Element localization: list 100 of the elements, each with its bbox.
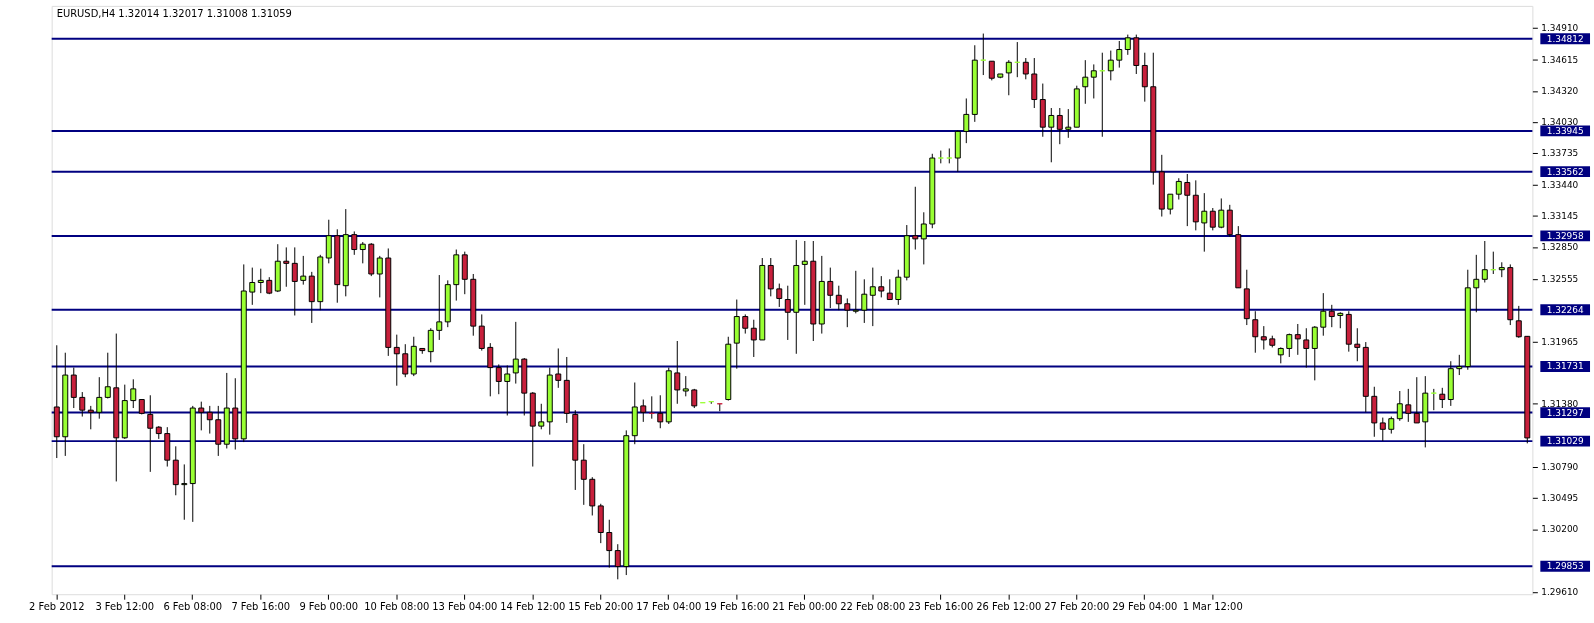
candlestick bbox=[495, 363, 502, 395]
y-tick-label: 1.32850 bbox=[1541, 242, 1579, 253]
candlestick bbox=[1065, 108, 1072, 139]
candlestick bbox=[844, 297, 851, 328]
y-tick-label: 1.30200 bbox=[1541, 524, 1579, 535]
candlestick bbox=[1005, 59, 1012, 96]
candlestick bbox=[538, 403, 545, 430]
candlestick bbox=[1218, 197, 1225, 229]
x-tick-label: 2 Feb 2012 bbox=[29, 600, 85, 612]
candlestick bbox=[1515, 305, 1522, 339]
candlestick bbox=[512, 321, 519, 385]
candlestick bbox=[1107, 50, 1114, 81]
y-tick-label: 1.33440 bbox=[1541, 179, 1579, 190]
x-tick-label: 17 Feb 04:00 bbox=[636, 600, 702, 612]
candlestick bbox=[1294, 323, 1301, 356]
candlestick bbox=[682, 375, 689, 397]
x-tick-label: 26 Feb 12:00 bbox=[976, 600, 1042, 612]
candlestick bbox=[487, 342, 494, 397]
candlestick bbox=[1328, 304, 1335, 328]
candlestick bbox=[1116, 40, 1123, 69]
candlestick bbox=[436, 274, 443, 341]
x-tick-label: 27 Feb 20:00 bbox=[1044, 600, 1110, 612]
candlestick bbox=[87, 405, 94, 430]
candlestick bbox=[827, 267, 834, 309]
candlestick bbox=[886, 278, 893, 301]
candlestick bbox=[504, 364, 511, 416]
candlestick bbox=[351, 230, 358, 256]
candlestick bbox=[1252, 310, 1259, 354]
candlestick bbox=[767, 257, 774, 297]
candlestick bbox=[912, 186, 919, 251]
candlestick bbox=[70, 367, 77, 409]
candlestick bbox=[1082, 59, 1089, 105]
ref-line-label: 1.33562 bbox=[1546, 166, 1584, 177]
ref-line-label: 1.29853 bbox=[1546, 561, 1584, 572]
candlestick bbox=[861, 278, 868, 324]
candlestick bbox=[1141, 52, 1148, 103]
x-tick-label: 22 Feb 08:00 bbox=[840, 600, 906, 612]
candlestick bbox=[1413, 376, 1420, 424]
candlestick bbox=[784, 285, 791, 341]
candlestick bbox=[674, 340, 681, 405]
y-tick-label: 1.34910 bbox=[1541, 23, 1579, 34]
candlestick bbox=[869, 267, 876, 327]
candlestick bbox=[657, 394, 664, 429]
candlestick bbox=[104, 352, 111, 399]
candlestick bbox=[988, 60, 995, 81]
x-tick-label: 7 Feb 16:00 bbox=[231, 600, 291, 612]
x-tick-label: 23 Feb 16:00 bbox=[908, 600, 974, 612]
candlestick bbox=[1473, 254, 1480, 313]
candlestick bbox=[1303, 327, 1310, 369]
candlestick bbox=[478, 313, 485, 352]
candlestick bbox=[1481, 240, 1488, 283]
candlestick bbox=[427, 327, 434, 363]
y-tick-label: 1.30495 bbox=[1541, 492, 1579, 503]
candlestick bbox=[1430, 388, 1437, 411]
candlestick bbox=[801, 240, 808, 306]
candlestick bbox=[1456, 354, 1463, 376]
candlestick bbox=[1022, 57, 1029, 80]
candlestick bbox=[835, 285, 842, 311]
candlestick bbox=[1405, 388, 1412, 423]
candlestick bbox=[1184, 173, 1191, 227]
candlestick bbox=[920, 211, 927, 265]
ref-line-label: 1.33945 bbox=[1546, 125, 1584, 136]
candlestick bbox=[1090, 63, 1097, 99]
y-tick-label: 1.34615 bbox=[1541, 54, 1579, 65]
candlestick bbox=[359, 241, 366, 264]
candlestick bbox=[1167, 193, 1174, 215]
candlestick bbox=[640, 399, 647, 423]
candlestick bbox=[257, 268, 264, 294]
candlestick bbox=[1209, 207, 1216, 231]
candlestick bbox=[895, 269, 902, 306]
ref-line-label: 1.31297 bbox=[1546, 407, 1584, 418]
candlestick bbox=[1439, 387, 1446, 409]
candlestick bbox=[1201, 192, 1208, 253]
y-tick-label: 1.32555 bbox=[1541, 273, 1579, 284]
x-tick-label: 3 Feb 12:00 bbox=[95, 600, 155, 612]
y-tick-label: 1.34320 bbox=[1541, 85, 1579, 96]
candlestick bbox=[147, 394, 154, 473]
x-tick-label: 6 Feb 08:00 bbox=[163, 600, 223, 612]
candlestick bbox=[402, 343, 409, 378]
ref-line-label: 1.31029 bbox=[1546, 436, 1584, 447]
x-tick-label: 10 Feb 08:00 bbox=[364, 600, 430, 612]
candlestick bbox=[580, 443, 587, 506]
y-tick-label: 1.34030 bbox=[1541, 116, 1579, 127]
candlestick bbox=[1124, 34, 1131, 56]
ref-line-label: 1.31731 bbox=[1546, 361, 1584, 372]
candlestick bbox=[249, 267, 256, 306]
candlestick bbox=[750, 319, 757, 358]
x-tick-label: 9 Feb 00:00 bbox=[299, 600, 359, 612]
candlestick bbox=[393, 334, 400, 387]
x-tick-label: 1 Mar 12:00 bbox=[1182, 600, 1243, 612]
candlestick bbox=[181, 463, 188, 521]
x-tick-label: 19 Feb 16:00 bbox=[704, 600, 770, 612]
y-tick-label: 1.29610 bbox=[1541, 587, 1579, 598]
x-tick-label: 29 Feb 04:00 bbox=[1112, 600, 1178, 612]
x-tick-label: 15 Feb 20:00 bbox=[568, 600, 634, 612]
candlestick bbox=[606, 519, 613, 569]
ref-line-label: 1.32958 bbox=[1546, 230, 1584, 241]
candlestick bbox=[1056, 107, 1063, 145]
candlestick bbox=[291, 246, 298, 316]
candlestick bbox=[198, 401, 205, 431]
